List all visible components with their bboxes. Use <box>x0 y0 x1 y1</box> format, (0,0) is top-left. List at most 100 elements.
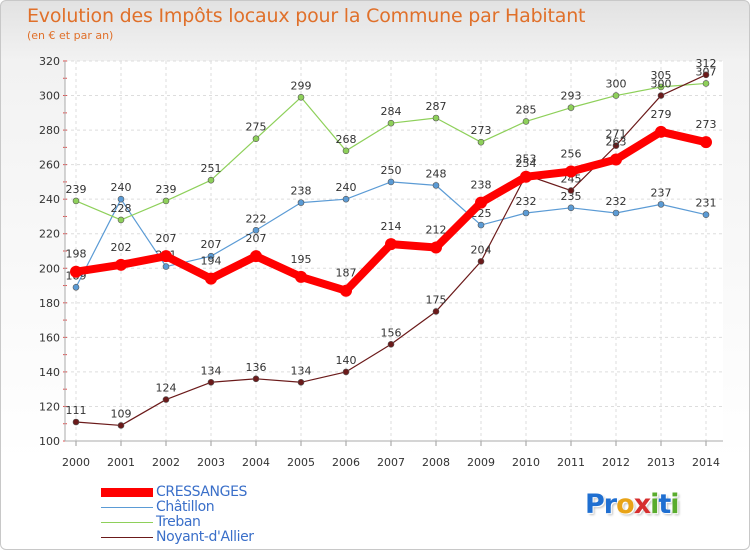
data-point <box>432 114 440 122</box>
data-point <box>387 340 395 348</box>
data-point <box>522 209 530 217</box>
data-point <box>72 418 80 426</box>
data-point <box>702 211 710 219</box>
data-label: 140 <box>336 354 357 367</box>
legend-swatch <box>101 488 153 497</box>
data-label: 194 <box>201 255 222 268</box>
data-point <box>430 241 442 254</box>
logo-letter: o <box>616 489 635 520</box>
data-point <box>160 250 172 263</box>
data-label: 273 <box>471 124 492 137</box>
data-point <box>657 201 665 208</box>
data-point <box>702 71 710 79</box>
data-label: 251 <box>201 162 222 175</box>
data-label: 136 <box>246 361 267 374</box>
legend-item: Noyant-d'Allier <box>101 529 341 545</box>
data-label: 111 <box>66 404 87 417</box>
data-label: 207 <box>246 232 267 245</box>
logo-letter: i <box>650 489 659 520</box>
data-label: 248 <box>426 167 447 180</box>
data-point <box>657 83 665 91</box>
data-label: 204 <box>471 243 492 256</box>
data-label: 268 <box>336 133 357 146</box>
data-label: 275 <box>246 121 267 134</box>
data-label: 271 <box>606 128 627 141</box>
data-point <box>252 135 260 143</box>
data-label: 239 <box>156 183 177 196</box>
logo-letter: P <box>585 489 605 520</box>
data-point <box>342 368 350 376</box>
data-point <box>477 258 485 265</box>
legend-item: CRESSANGES <box>101 484 341 500</box>
data-point <box>387 119 395 127</box>
data-point <box>252 226 260 234</box>
data-point <box>477 138 485 146</box>
data-label: 214 <box>381 220 402 233</box>
data-label: 207 <box>156 232 177 245</box>
x-tick-label: 2001 <box>107 456 135 469</box>
data-point <box>117 195 125 203</box>
x-tick-label: 2012 <box>602 456 630 469</box>
data-label: 109 <box>111 407 132 420</box>
y-tick-label: 280 <box>39 124 60 137</box>
data-label: 232 <box>606 195 627 208</box>
data-label: 279 <box>651 108 672 121</box>
y-tick-label: 240 <box>39 193 60 206</box>
logo-letter: i <box>670 489 679 520</box>
y-tick-label: 200 <box>39 262 60 275</box>
data-point <box>610 153 622 166</box>
data-point <box>297 199 305 206</box>
data-point <box>565 165 577 178</box>
data-point <box>205 272 217 285</box>
data-label: 285 <box>516 103 537 116</box>
chart-title: Evolution des Impôts locaux pour la Comm… <box>27 5 586 27</box>
data-label: 134 <box>201 364 222 377</box>
logo-letter: r <box>603 489 617 520</box>
data-point <box>297 93 305 101</box>
data-point <box>252 375 260 383</box>
data-point <box>250 250 262 263</box>
data-label: 238 <box>291 185 312 198</box>
data-label: 156 <box>381 326 402 339</box>
y-tick-label: 100 <box>39 435 60 448</box>
data-point <box>612 142 620 149</box>
legend: CRESSANGES Châtillon Treban Noyant-d'Allier <box>101 484 341 545</box>
data-label: 222 <box>246 212 267 225</box>
data-label: 198 <box>66 248 87 261</box>
data-point <box>342 195 350 203</box>
data-label: 134 <box>291 364 312 377</box>
legend-swatch <box>101 522 153 523</box>
data-label: 202 <box>111 241 132 254</box>
data-point <box>162 197 170 205</box>
data-label: 305 <box>651 69 672 82</box>
data-point <box>117 216 125 224</box>
data-point <box>117 422 125 429</box>
data-point <box>612 92 620 99</box>
data-point <box>567 204 575 212</box>
y-tick-label: 260 <box>39 159 60 172</box>
data-label: 239 <box>66 183 87 196</box>
data-point <box>657 92 665 99</box>
y-tick-label: 120 <box>39 400 60 413</box>
data-point <box>207 176 215 184</box>
x-tick-label: 2007 <box>377 456 405 469</box>
data-label: 232 <box>516 195 537 208</box>
data-point <box>700 136 712 149</box>
x-tick-label: 2009 <box>467 456 495 469</box>
data-label: 300 <box>606 78 627 91</box>
data-point <box>432 308 440 315</box>
data-point <box>567 104 575 111</box>
data-point <box>477 221 485 229</box>
data-point <box>207 378 215 386</box>
data-label: 312 <box>696 57 717 70</box>
data-point <box>72 283 80 291</box>
data-label: 240 <box>111 181 132 194</box>
data-label: 299 <box>291 79 312 92</box>
legend-label: CRESSANGES <box>156 484 248 500</box>
chart-subtitle: (en € et par an) <box>27 29 114 42</box>
data-label: 300 <box>651 78 672 91</box>
x-tick-label: 2006 <box>332 456 360 469</box>
data-label: 238 <box>471 179 492 192</box>
